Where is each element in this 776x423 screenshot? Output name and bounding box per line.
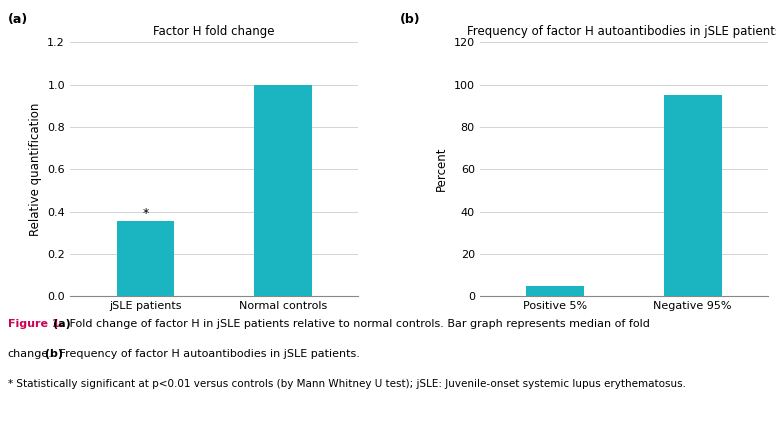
Bar — [663, 95, 722, 296]
Y-axis label: Relative quantification: Relative quantification — [29, 102, 42, 236]
Title: Frequency of factor H autoantibodies in jSLE patients: Frequency of factor H autoantibodies in … — [467, 25, 776, 38]
Bar — [116, 221, 175, 296]
Text: (b): (b) — [41, 349, 63, 359]
Text: Figure 1.: Figure 1. — [8, 319, 64, 330]
Text: (a): (a) — [8, 13, 28, 26]
Y-axis label: Percent: Percent — [435, 147, 448, 192]
Text: (b): (b) — [400, 13, 421, 26]
Text: change.: change. — [8, 349, 53, 359]
Text: * Statistically significant at p<0.01 versus controls (by Mann Whitney U test); : * Statistically significant at p<0.01 ve… — [8, 379, 686, 389]
Text: *: * — [142, 206, 148, 220]
Bar — [254, 85, 312, 296]
Text: Frequency of factor H autoantibodies in jSLE patients.: Frequency of factor H autoantibodies in … — [56, 349, 360, 359]
Text: (a): (a) — [53, 319, 71, 330]
Bar — [526, 286, 584, 296]
Title: Factor H fold change: Factor H fold change — [154, 25, 275, 38]
Text: Fold change of factor H in jSLE patients relative to normal controls. Bar graph : Fold change of factor H in jSLE patients… — [66, 319, 650, 330]
